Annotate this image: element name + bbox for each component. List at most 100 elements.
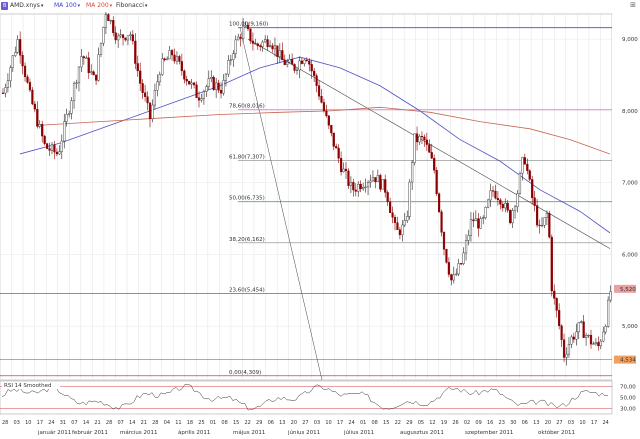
candle-body xyxy=(11,55,14,68)
candlesticks xyxy=(1,11,612,366)
chart-area xyxy=(0,13,613,381)
candle-body xyxy=(107,14,110,21)
date-tick-label: 09 xyxy=(475,420,481,426)
candle-body xyxy=(357,183,360,192)
date-tick-label: 30 xyxy=(510,420,516,426)
candle-body xyxy=(80,56,83,68)
date-tick-label: 19 xyxy=(441,420,447,426)
month-label: május 2011 xyxy=(233,429,265,436)
chevron-down-icon: ▾ xyxy=(109,3,113,9)
candle-body xyxy=(254,43,257,45)
candle-body xyxy=(371,177,375,182)
candle-body xyxy=(516,193,519,208)
date-tick-label: 28 xyxy=(106,420,112,426)
date-tick-label: 18 xyxy=(187,420,193,426)
candle-body xyxy=(592,343,595,345)
candle-body xyxy=(354,189,357,192)
candle-body xyxy=(38,124,41,127)
candle-body xyxy=(58,151,61,155)
candle-body xyxy=(192,82,196,86)
candle-body xyxy=(536,205,539,226)
candle-body xyxy=(565,353,568,358)
candle-body xyxy=(288,59,291,63)
ma200-indicator[interactable]: MA 200▾ xyxy=(86,2,112,10)
rsi-panel: RSI 14 Smoothed 70,00 50,00 30,00 xyxy=(0,380,636,415)
ma100-indicator[interactable]: MA 100▾ xyxy=(54,2,80,10)
candle-body xyxy=(585,335,588,338)
month-label: július 2011 xyxy=(343,429,374,436)
candle-body xyxy=(65,114,68,122)
candle-body xyxy=(215,82,218,90)
candle-body xyxy=(41,124,44,137)
candle-body xyxy=(232,53,235,60)
candle-body xyxy=(386,192,389,203)
candle-body xyxy=(14,52,17,56)
date-tick-label: 14 xyxy=(83,420,89,426)
date-tick-label: 01 xyxy=(360,420,366,426)
candle-body xyxy=(332,132,335,147)
candle-body xyxy=(46,143,49,149)
fibonacci-indicator[interactable]: Fibonacci▾ xyxy=(116,2,147,10)
candle-body xyxy=(300,60,303,64)
candle-body xyxy=(523,157,526,165)
candle-body xyxy=(305,59,308,62)
candle-body xyxy=(406,216,409,221)
date-tick-label: 21 xyxy=(94,420,100,426)
candle-body xyxy=(315,75,318,86)
candle-body xyxy=(124,37,127,41)
symbol-badge[interactable]: B xyxy=(1,2,9,10)
candle-body xyxy=(320,96,323,103)
candle-body xyxy=(271,45,274,50)
candle-body xyxy=(411,162,414,183)
candle-body xyxy=(156,81,159,91)
candle-body xyxy=(298,60,301,71)
candle-body xyxy=(117,35,120,41)
date-tick-label: 29 xyxy=(256,420,262,426)
candle-body xyxy=(244,25,247,27)
candle-body xyxy=(170,50,174,56)
chevron-down-icon: ▾ xyxy=(77,3,81,9)
candle-body xyxy=(415,133,419,143)
candle-body xyxy=(374,177,377,183)
date-tick-label: 16 xyxy=(487,420,493,426)
candle-body xyxy=(381,179,384,190)
candle-body xyxy=(246,25,250,30)
candle-body xyxy=(190,82,193,85)
candle-body xyxy=(438,193,441,213)
candle-body xyxy=(9,67,12,82)
candle-body xyxy=(224,73,228,81)
date-tick-label: 25 xyxy=(198,420,204,426)
candle-body xyxy=(489,190,492,201)
candle-body xyxy=(200,98,203,101)
chevron-down-icon: ▾ xyxy=(144,3,148,9)
candle-body xyxy=(325,110,328,117)
date-tick-label: 06 xyxy=(522,420,528,426)
symbol-selector[interactable]: AMD.xnys▾ xyxy=(10,2,43,10)
candle-body xyxy=(63,121,66,142)
date-tick-label: 17 xyxy=(37,420,43,426)
candle-body xyxy=(607,299,610,327)
candle-body xyxy=(161,58,164,75)
candle-body xyxy=(398,229,401,236)
month-label: január 2011 xyxy=(37,429,71,436)
candle-body xyxy=(322,102,326,111)
candle-body xyxy=(359,183,362,190)
candle-body xyxy=(178,56,181,62)
candle-body xyxy=(276,45,279,57)
settings-icon[interactable]: ⊞ xyxy=(630,1,636,9)
date-tick-label: 24 xyxy=(48,420,54,426)
candle-body xyxy=(528,170,531,180)
candle-body xyxy=(207,78,210,87)
price-tick-label: 8,000 xyxy=(622,109,638,115)
candle-body xyxy=(487,199,490,208)
candle-body xyxy=(102,26,105,44)
candle-body xyxy=(249,28,252,42)
candle-body xyxy=(85,57,88,59)
candle-body xyxy=(241,25,245,39)
candle-body xyxy=(256,43,259,47)
candle-body xyxy=(587,334,590,337)
candle-body xyxy=(131,34,134,42)
candle-body xyxy=(278,50,281,57)
candle-body xyxy=(553,290,556,299)
